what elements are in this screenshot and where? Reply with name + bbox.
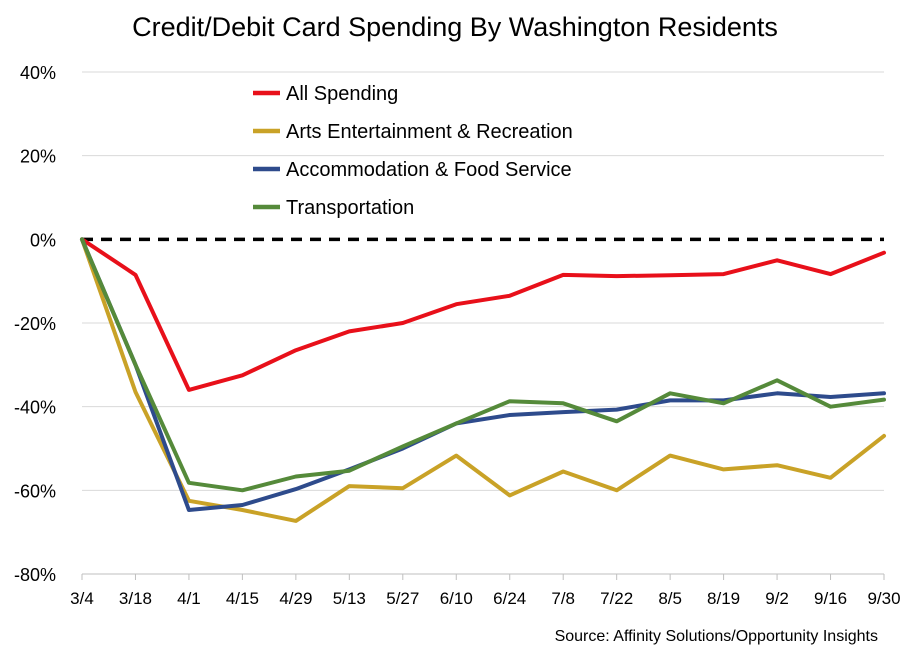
legend-label: All Spending [286, 83, 398, 105]
series-line-arts-entertainment-recreation [80, 237, 886, 523]
gridlines [82, 71, 884, 575]
x-tick-label: 4/29 [279, 589, 312, 608]
x-tick-label: 7/22 [600, 589, 633, 608]
y-tick-label: 0% [30, 230, 56, 250]
source-note: Source: Affinity Solutions/Opportunity I… [554, 628, 878, 645]
y-tick-label: -40% [14, 398, 56, 418]
x-tick-label: 3/18 [119, 589, 152, 608]
x-tick-label: 4/15 [226, 589, 259, 608]
y-tick-label: -80% [14, 565, 56, 585]
y-tick-label: -60% [14, 481, 56, 501]
chart-title: Credit/Debit Card Spending By Washington… [132, 12, 778, 42]
legend-label: Accommodation & Food Service [286, 159, 572, 181]
series-line-accommodation-food-service [80, 237, 886, 512]
y-tick-label: -20% [14, 314, 56, 334]
y-tick-label: 40% [20, 63, 56, 83]
x-tick-label: 6/24 [493, 589, 526, 608]
x-tick-label: 4/1 [177, 589, 201, 608]
x-tick-label: 9/30 [867, 589, 900, 608]
series-line-transportation [80, 237, 886, 493]
legend-label: Arts Entertainment & Recreation [286, 121, 573, 143]
series-lines [80, 237, 886, 523]
y-axis-ticks: -80% -60% -40% -20% 0% 20% 40% [14, 63, 56, 585]
series-line-all-spending [80, 237, 886, 392]
legend-label: Transportation [286, 197, 414, 219]
x-tick-label: 6/10 [440, 589, 473, 608]
x-tick-label: 8/19 [707, 589, 740, 608]
y-tick-label: 20% [20, 147, 56, 167]
x-tick-label: 5/13 [333, 589, 366, 608]
x-tick-label: 5/27 [386, 589, 419, 608]
x-tick-label: 9/2 [765, 589, 789, 608]
x-tick-label: 9/16 [814, 589, 847, 608]
x-axis-ticks: 3/4 3/18 4/1 4/15 4/29 5/13 5/27 6/10 6/24 7/8 7/2… [70, 574, 901, 608]
x-tick-label: 7/8 [551, 589, 575, 608]
x-tick-label: 8/5 [658, 589, 682, 608]
x-tick-label: 3/4 [70, 589, 94, 608]
legend: All Spending Arts Entertainment & Recreat… [253, 83, 573, 219]
